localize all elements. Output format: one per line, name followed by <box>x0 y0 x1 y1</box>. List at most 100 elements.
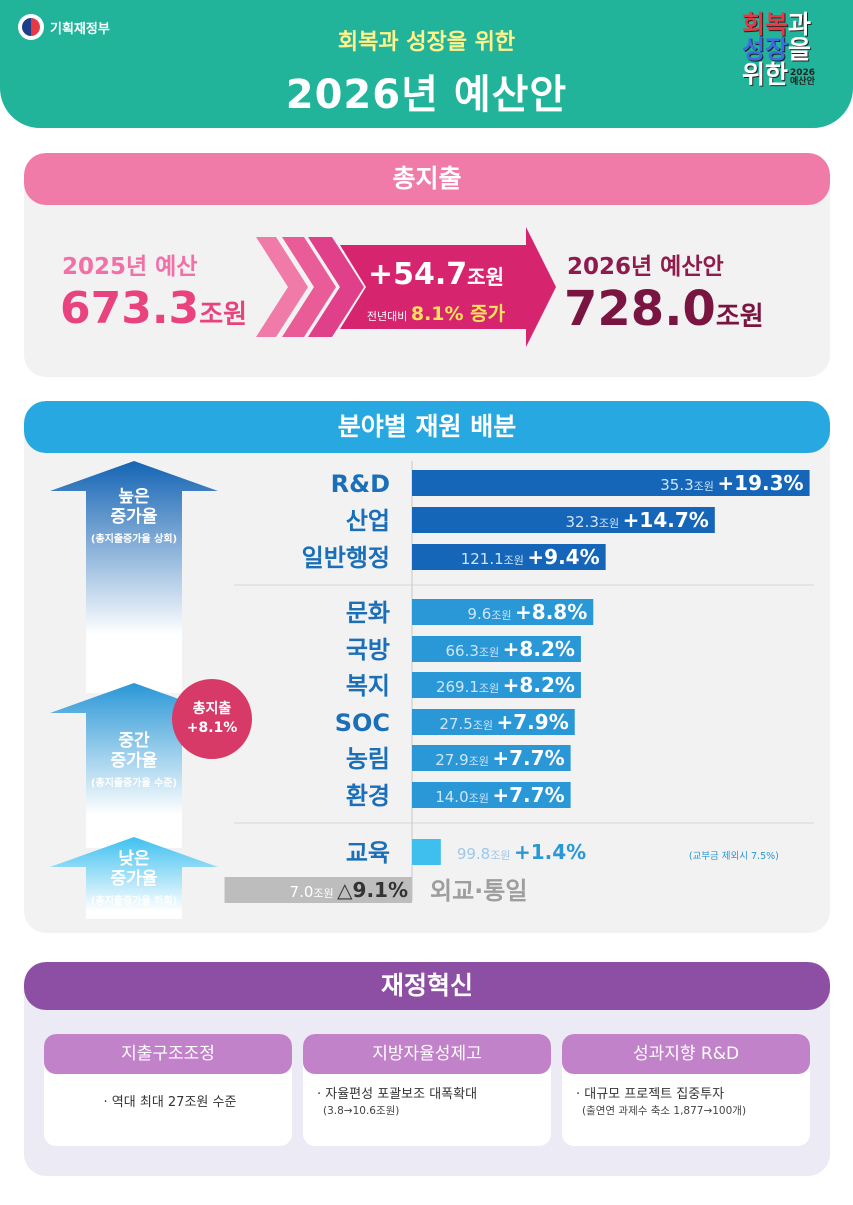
allocation-heading: 분야별 재원 배분 <box>24 401 830 453</box>
bar-9 <box>412 839 441 865</box>
prev-budget-label: 2025년 예산 <box>62 254 198 280</box>
value-label-5: 269.1조원 +8.2% <box>436 673 575 697</box>
yoy-prefix: 전년대비 <box>366 310 408 323</box>
bar-3 <box>412 599 594 625</box>
education-note: (교부금 제외시 7.5%) <box>689 850 779 862</box>
high-tier-title-1: 높은 <box>118 487 150 507</box>
logo-text-1b: 과 <box>788 10 812 39</box>
ministry-name: 기획재정부 <box>50 21 110 37</box>
innovation-card-title: 지방자율성제고 <box>303 1034 551 1074</box>
bar-10 <box>224 877 412 903</box>
next-budget-label: 2026년 예산안 <box>567 254 724 280</box>
low-tier-title-1: 낮은 <box>118 849 150 869</box>
prev-budget-number: 673.3 <box>60 283 200 334</box>
header-title: 2026년 예산안 <box>285 72 568 118</box>
low-tier-title-2: 증가율 <box>110 869 158 890</box>
logo-tag: 예산안 <box>790 77 815 87</box>
next-budget-unit: 조원 <box>715 302 764 332</box>
value-label-10: 7.0조원 △9.1% <box>290 878 408 902</box>
category-label-10: 외교·통일 <box>430 877 527 905</box>
high-tier-note: (총지출증가율 상회) <box>90 533 178 545</box>
prev-budget-unit: 조원 <box>199 300 248 330</box>
low-tier-label: 낮은 증가율 (총지출증가율 하회) <box>54 849 214 907</box>
increase-number: +54.7 <box>368 257 468 292</box>
category-label-6: SOC <box>335 709 390 737</box>
next-budget-number: 728.0 <box>564 281 716 337</box>
innovation-card-title: 지출구조조정 <box>44 1034 292 1074</box>
value-label-6: 27.5조원 +7.9% <box>439 710 568 734</box>
bar-8 <box>412 782 571 808</box>
value-label-0: 35.3조원 +19.3% <box>660 471 803 495</box>
bar-6 <box>412 709 575 735</box>
header-subtitle: 회복과 성장을 위한 <box>337 30 516 55</box>
next-budget-value: 728.0조원 <box>564 281 764 337</box>
category-label-8: 환경 <box>346 782 390 810</box>
campaign-logo: 회복과 성장을 위한 2026 예산안 <box>742 12 830 104</box>
innovation-card-sub: (3.8→10.6조원) <box>323 1105 400 1118</box>
yoy-percent: 8.1% 증가 <box>410 303 506 325</box>
innovation-card-bullet: · 역대 최대 27조원 수준 <box>103 1095 237 1110</box>
category-label-9: 교육 <box>346 839 390 867</box>
innovation-card-body: · 역대 최대 27조원 수준 <box>44 1074 292 1112</box>
value-label-9: 99.8조원 +1.4% <box>457 840 586 864</box>
bar-7 <box>412 745 571 771</box>
logo-text-1a: 회복 <box>742 10 789 39</box>
total-spending-panel: 총지출 2025년 예산 673.3조원 +54.7조원 전년대비 8.1% 증… <box>24 153 830 377</box>
innovation-card-body: · 자율편성 포괄보조 대폭확대 (3.8→10.6조원) <box>303 1074 551 1119</box>
logo-text-2a: 성장 <box>742 35 789 64</box>
innovation-card-2: 지방자율성제고 · 자율편성 포괄보조 대폭확대 (3.8→10.6조원) <box>303 1034 551 1146</box>
bar-4 <box>412 636 581 662</box>
bar-0 <box>412 470 810 496</box>
high-tier-arrow-icon <box>50 461 218 693</box>
header-banner: 기획재정부 회복과 성장을 위한 2026년 예산안 회복과 성장을 위한 20… <box>0 0 853 128</box>
innovation-card-3: 성과지향 R&D · 대규모 프로젝트 집중투자 (출연연 과제수 축소 1,8… <box>562 1034 810 1146</box>
increase-amount: +54.7조원 <box>346 257 526 292</box>
logo-year: 2026 <box>790 68 816 78</box>
innovation-card-1: 지출구조조정 · 역대 최대 27조원 수준 <box>44 1034 292 1146</box>
low-tier-arrow-icon <box>50 837 218 919</box>
allocation-chart: R&D 35.3조원 +19.3% 산업 32.3조원 +14.7% 일반행정 121.1… <box>50 461 814 919</box>
innovation-card-title: 성과지향 R&D <box>562 1034 810 1074</box>
allocation-panel: 분야별 재원 배분 R&D 35.3조원 +19.3% 산업 32.3조원 +14.7… <box>24 401 830 933</box>
category-label-2: 일반행정 <box>302 544 390 572</box>
innovation-heading: 재정혁신 <box>24 962 830 1010</box>
category-label-1: 산업 <box>346 507 390 535</box>
high-tier-label: 높은 증가율 (총지출증가율 상회) <box>54 487 214 545</box>
total-growth-badge: 총지출 +8.1% <box>172 679 252 759</box>
mid-tier-label: 중간 증가율 (총지출증가율 수준) <box>54 731 214 789</box>
yoy-change: 전년대비 8.1% 증가 <box>346 299 526 326</box>
high-tier-title-2: 증가율 <box>110 507 158 528</box>
logo-text-2b: 을 <box>788 35 812 64</box>
prev-budget-value: 673.3조원 <box>60 283 247 334</box>
logo-text-3: 위한 <box>742 60 789 89</box>
total-growth-badge-label: 총지출 <box>192 701 232 718</box>
growth-arrow-icon <box>256 227 556 347</box>
ministry-badge: 기획재정부 <box>18 14 110 40</box>
innovation-card-bullet: · 대규모 프로젝트 집중투자 <box>576 1087 725 1102</box>
total-spending-heading: 총지출 <box>24 153 830 205</box>
category-label-3: 문화 <box>346 599 390 627</box>
category-label-4: 국방 <box>346 636 390 664</box>
value-label-1: 32.3조원 +14.7% <box>566 508 709 532</box>
innovation-card-body: · 대규모 프로젝트 집중투자 (출연연 과제수 축소 1,877→100개) <box>562 1074 810 1119</box>
value-label-7: 27.9조원 +7.7% <box>435 746 564 770</box>
category-label-7: 농림 <box>346 745 390 773</box>
innovation-card-bullet: · 자율편성 포괄보조 대폭확대 <box>317 1087 478 1102</box>
increase-unit: 조원 <box>467 265 504 289</box>
total-growth-badge-value: +8.1% <box>186 720 238 736</box>
low-tier-note: (총지출증가율 하회) <box>90 895 178 907</box>
bar-1 <box>412 507 715 533</box>
value-label-4: 66.3조원 +8.2% <box>446 637 575 661</box>
bar-2 <box>412 544 606 570</box>
government-emblem-icon <box>18 14 44 40</box>
category-label-0: R&D <box>331 470 390 498</box>
value-label-3: 9.6조원 +8.8% <box>467 600 587 624</box>
value-label-8: 14.0조원 +7.7% <box>435 783 564 807</box>
bar-5 <box>412 672 581 698</box>
mid-tier-note: (총지출증가율 수준) <box>90 777 178 789</box>
innovation-panel: 재정혁신 지출구조조정 · 역대 최대 27조원 수준 지방자율성제고 · 자율… <box>24 962 830 1176</box>
mid-tier-title-1: 중간 <box>118 731 150 751</box>
innovation-card-sub: (출연연 과제수 축소 1,877→100개) <box>582 1105 747 1118</box>
value-label-2: 121.1조원 +9.4% <box>461 545 600 569</box>
